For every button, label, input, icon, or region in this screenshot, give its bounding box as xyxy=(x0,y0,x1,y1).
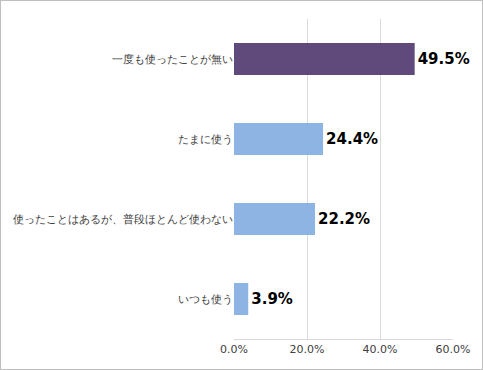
svg-text:49.5%: 49.5% xyxy=(418,50,470,68)
svg-text:いつも使う: いつも使う xyxy=(178,293,233,306)
svg-text:20.0%: 20.0% xyxy=(290,343,325,356)
svg-text:40.0%: 40.0% xyxy=(363,343,398,356)
svg-text:0.0%: 0.0% xyxy=(220,343,248,356)
svg-text:24.4%: 24.4% xyxy=(326,130,378,148)
svg-text:たまに使う: たまに使う xyxy=(178,133,233,146)
svg-text:一度も使ったことが無い: 一度も使ったことが無い xyxy=(112,53,233,66)
svg-text:3.9%: 3.9% xyxy=(251,290,293,308)
svg-text:60.0%: 60.0% xyxy=(436,343,471,356)
svg-text:22.2%: 22.2% xyxy=(318,210,370,228)
svg-text:使ったことはあるが、普段ほとんど使わない: 使ったことはあるが、普段ほとんど使わない xyxy=(13,213,233,226)
